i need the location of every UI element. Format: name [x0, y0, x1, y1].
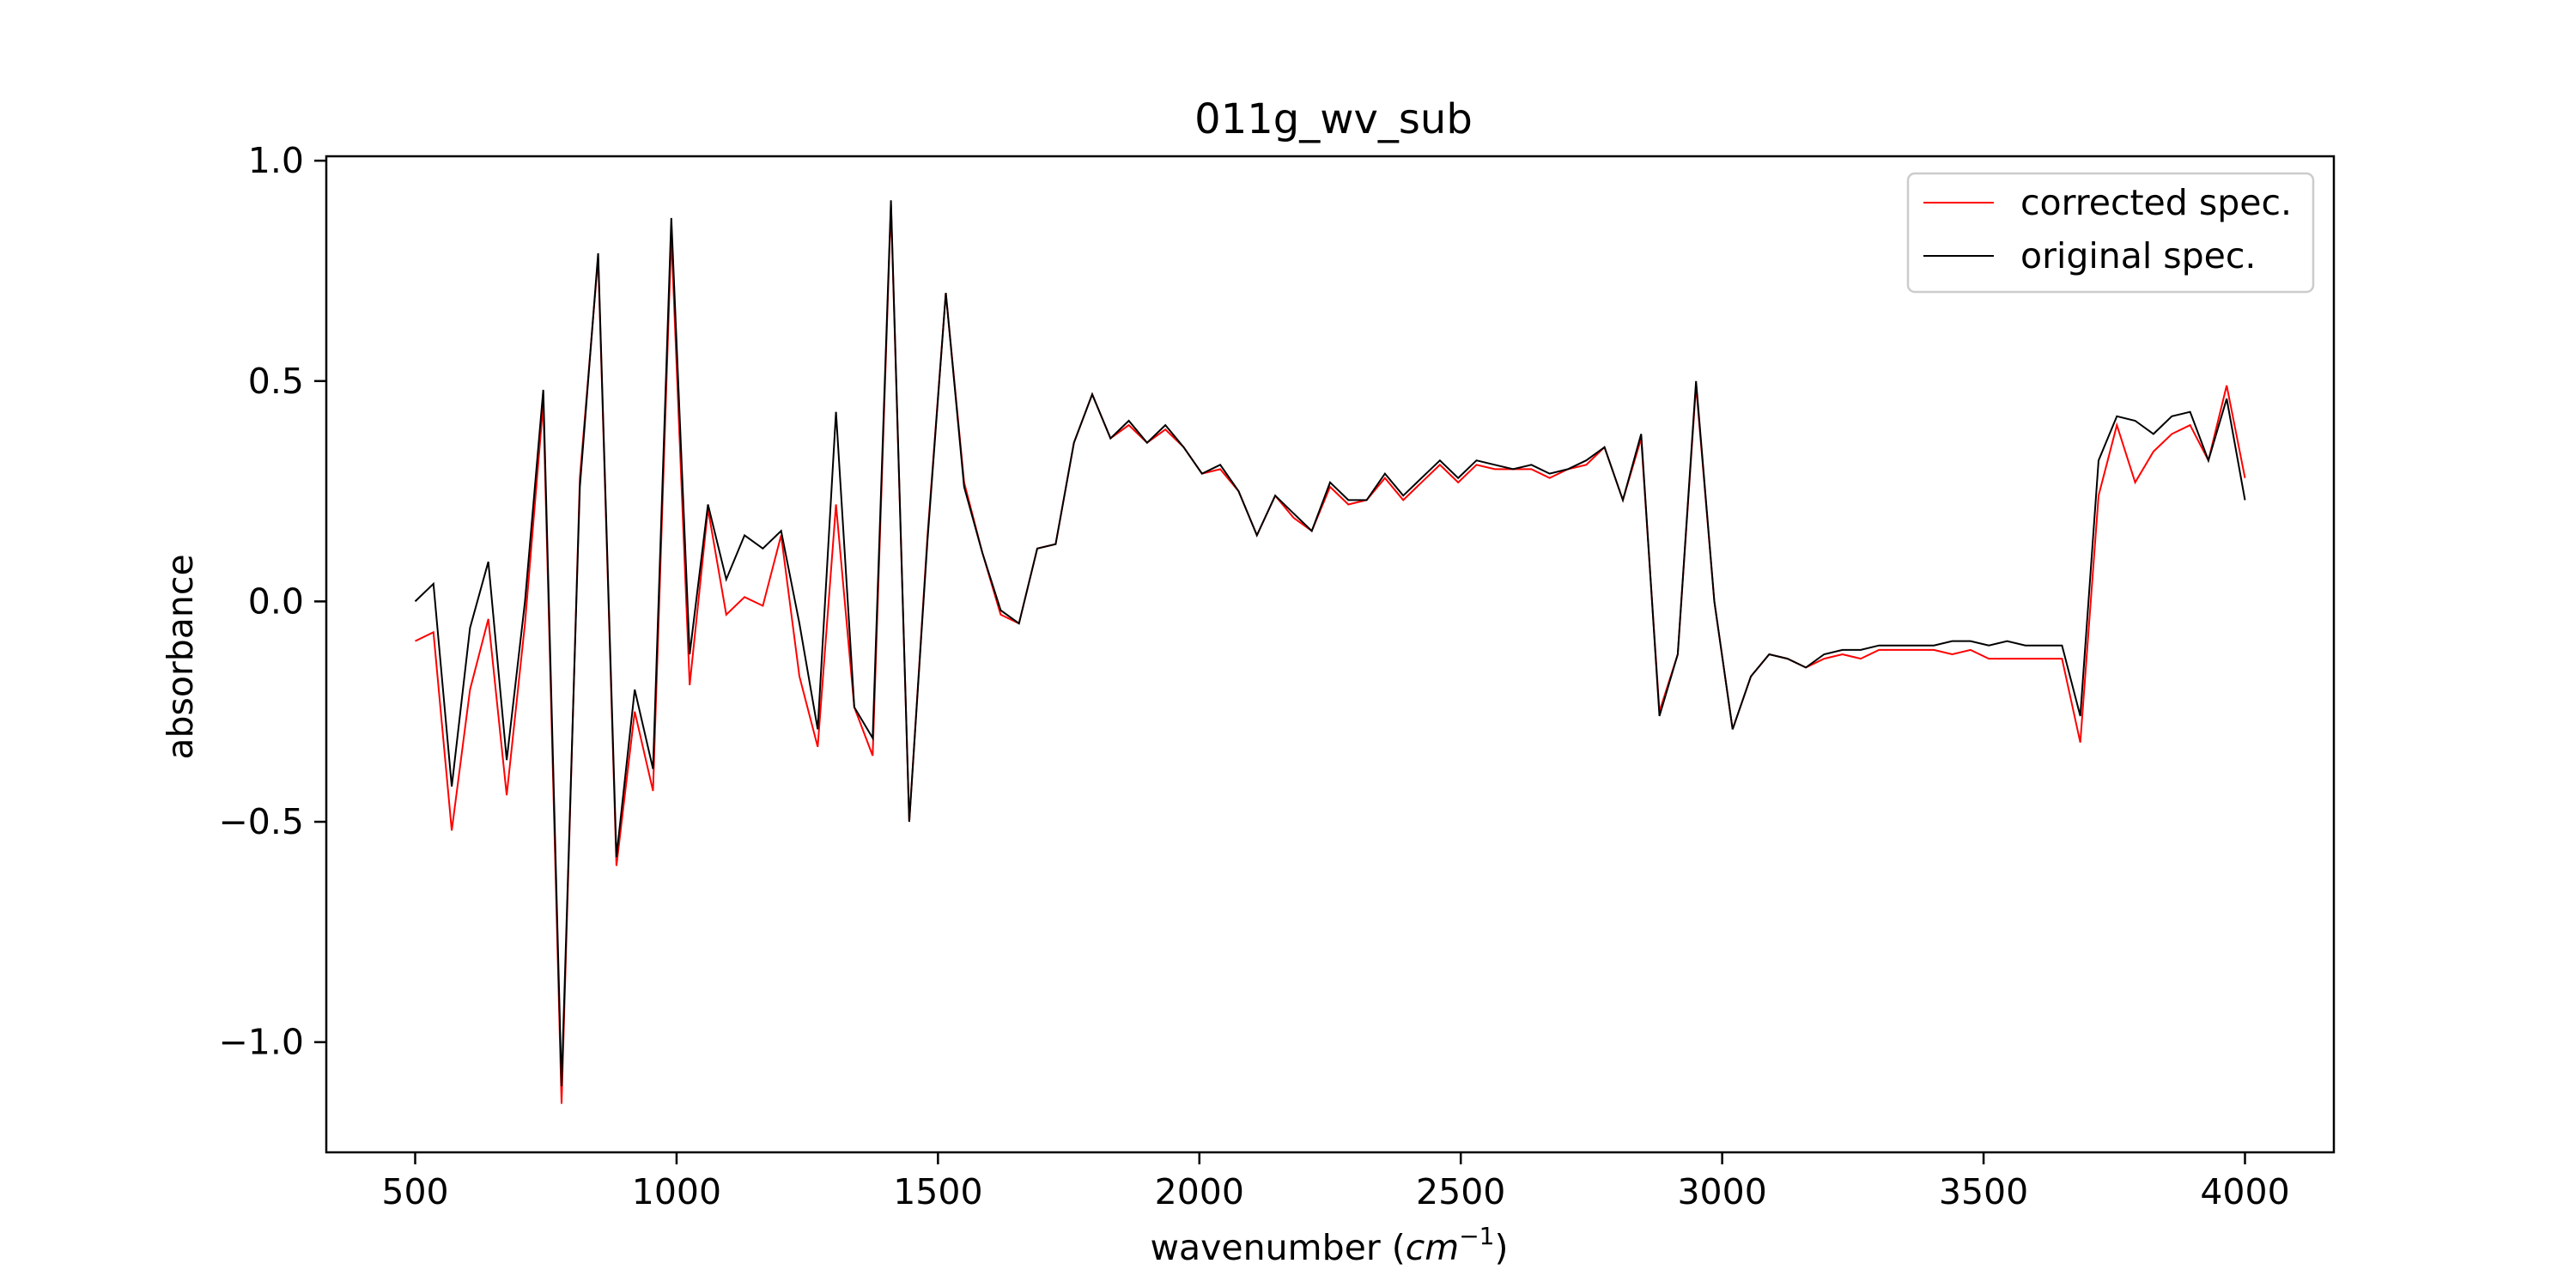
x-axis-label-text: wavenumber (	[1151, 1227, 1406, 1268]
y-axis-label: absorbance	[160, 554, 201, 759]
legend-box	[1906, 172, 2315, 294]
legend: corrected spec. original spec.	[1906, 172, 2315, 294]
x-axis-label: wavenumber (cm−1)	[1151, 1222, 1509, 1268]
series-line-corrected	[415, 204, 2246, 1104]
series-layer	[414, 200, 2246, 1104]
y-tick-label: 0.5	[248, 361, 304, 402]
x-tick-label: 3500	[1939, 1171, 2028, 1212]
plot-frame	[325, 155, 2336, 1154]
x-axis-label-close: )	[1494, 1227, 1508, 1268]
y-tick-label: −0.5	[218, 801, 304, 842]
x-axis-ticks: 500 1000 1500 2000 2500 3000 3500 4000	[381, 1152, 2290, 1212]
y-axis-ticks: −1.0 −0.5 0.0 0.5 1.0	[218, 140, 326, 1063]
x-tick-label: 2500	[1416, 1171, 1505, 1212]
x-tick-label: 1000	[632, 1171, 721, 1212]
x-axis-label-exponent: −1	[1459, 1222, 1494, 1250]
x-tick-label: 3000	[1677, 1171, 1766, 1212]
y-tick-label: 1.0	[248, 140, 304, 181]
x-tick-label: 500	[381, 1171, 448, 1212]
x-tick-label: 1500	[893, 1171, 982, 1212]
x-tick-label: 2000	[1155, 1171, 1244, 1212]
legend-label-corrected: corrected spec.	[2020, 182, 2292, 223]
x-axis-label-unit: cm	[1406, 1227, 1459, 1268]
chart-title: 011g_wv_sub	[1194, 95, 1473, 143]
legend-label-original: original spec.	[2020, 235, 2256, 276]
y-tick-label: 0.0	[248, 580, 304, 622]
series-line-original	[414, 200, 2246, 1087]
x-tick-label: 4000	[2200, 1171, 2289, 1212]
y-tick-label: −1.0	[218, 1022, 304, 1063]
